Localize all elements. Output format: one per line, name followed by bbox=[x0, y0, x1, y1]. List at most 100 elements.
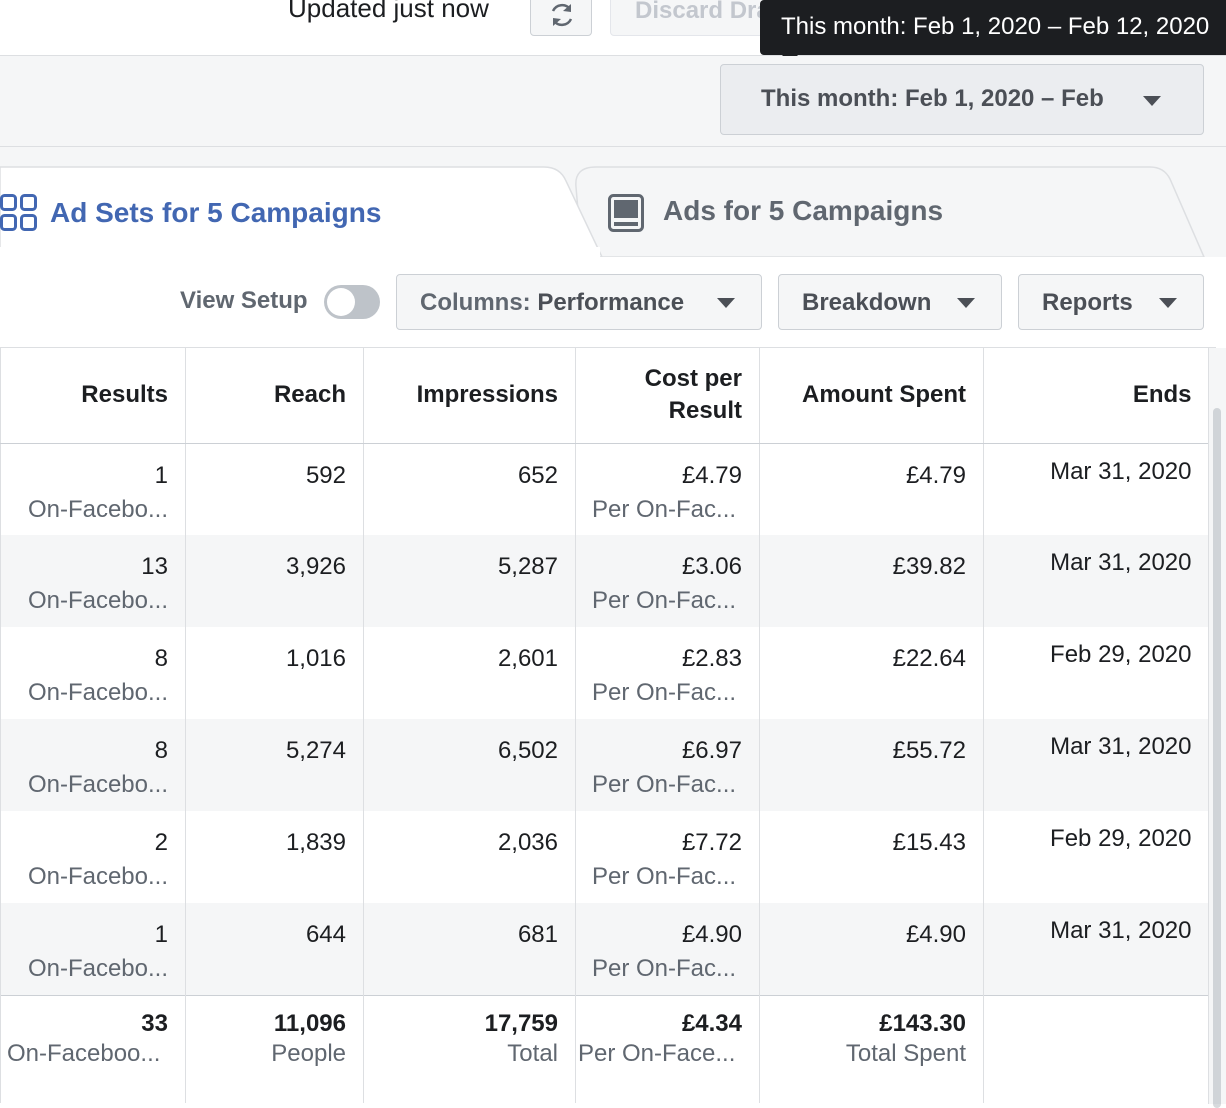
total-spent-label: Total Spent bbox=[845, 1039, 966, 1067]
tab-ad-sets[interactable]: Ad Sets for 5 Campaigns bbox=[50, 197, 382, 228]
results-cell: 1 On-Facebo... bbox=[0, 903, 186, 995]
date-row: This month: Feb 1, 2020 – Feb bbox=[0, 56, 1226, 147]
total-impressions: 17,759 bbox=[484, 1009, 558, 1037]
header-reach[interactable]: Reach bbox=[185, 348, 364, 444]
refresh-icon bbox=[551, 3, 573, 27]
header-cost-line1: Cost per bbox=[644, 365, 742, 393]
total-results: 33 bbox=[141, 1009, 168, 1037]
refresh-button[interactable] bbox=[530, 0, 592, 36]
impressions-value: 2,036 bbox=[497, 829, 558, 856]
spent-cell: £22.64 bbox=[759, 627, 984, 719]
reach-cell: 5,274 bbox=[185, 719, 364, 811]
table-row[interactable]: 1 On-Facebo... 644 681 £4.90 Per On-Fac... £4.… bbox=[0, 903, 1208, 995]
reports-dropdown[interactable]: Reports bbox=[1018, 274, 1204, 330]
ad-sets-table: Results Reach Impressions Cost per Result… bbox=[0, 348, 1208, 1104]
total-impressions-cell: 17,759 Total bbox=[363, 994, 576, 1103]
columns-prefix: Columns: bbox=[420, 289, 538, 316]
ends-cell: Mar 31, 2020 bbox=[984, 719, 1209, 811]
total-reach-cell: 11,096 People bbox=[185, 994, 364, 1103]
impressions-value: 6,502 bbox=[497, 737, 558, 764]
cost-type: Per On-Fac... bbox=[592, 495, 737, 523]
impressions-value: 681 bbox=[517, 921, 558, 948]
ends-value: Feb 29, 2020 bbox=[1050, 641, 1192, 668]
ends-value: Mar 31, 2020 bbox=[1050, 457, 1192, 485]
columns-value: Performance bbox=[537, 289, 685, 316]
ends-value: Mar 31, 2020 bbox=[1050, 549, 1192, 576]
impressions-value: 5,287 bbox=[497, 553, 558, 580]
header-cost-line2: Result bbox=[668, 397, 742, 425]
total-ends-cell bbox=[983, 994, 1208, 1103]
ends-cell: Mar 31, 2020 bbox=[984, 535, 1209, 627]
results-cell: 8 On-Facebo... bbox=[0, 627, 186, 719]
table-row[interactable]: 13 On-Facebo... 3,926 5,287 £3.06 Per On-Fac.… bbox=[0, 535, 1209, 627]
header-amount-spent[interactable]: Amount Spent bbox=[759, 348, 984, 444]
results-cell: 1 On-Facebo... bbox=[0, 443, 186, 535]
reports-label: Reports bbox=[1042, 289, 1133, 316]
table-totals-row: 33 On-Faceboo... 11,096 People 17,759 To… bbox=[0, 994, 1208, 1103]
ends-value: Feb 29, 2020 bbox=[1050, 825, 1192, 852]
results-type: On-Facebo... bbox=[27, 955, 168, 982]
chevron-down-icon bbox=[717, 298, 735, 308]
header-impressions[interactable]: Impressions bbox=[363, 348, 576, 444]
spent-cell: £4.79 bbox=[759, 443, 984, 535]
chevron-down-icon bbox=[1159, 298, 1177, 308]
cost-value: £6.97 bbox=[681, 737, 742, 764]
results-value: 8 bbox=[154, 645, 168, 672]
tabs-row: Ad Sets for 5 Campaigns Ads for 5 Campai… bbox=[0, 147, 1226, 257]
discard-drafts-button[interactable]: Discard Drafts bbox=[610, 0, 770, 36]
cost-value: £2.83 bbox=[681, 645, 742, 672]
spent-cell: £39.82 bbox=[759, 535, 984, 627]
table-row[interactable]: 2 On-Facebo... 1,839 2,036 £7.72 Per On-Fac..… bbox=[0, 811, 1209, 903]
table-row[interactable]: 8 On-Facebo... 5,274 6,502 £6.97 Per On-Fac..… bbox=[0, 719, 1209, 811]
date-range-picker[interactable]: This month: Feb 1, 2020 – Feb bbox=[720, 64, 1204, 135]
results-type: On-Facebo... bbox=[27, 679, 168, 706]
spent-value: £15.43 bbox=[892, 829, 966, 856]
ends-cell: Mar 31, 2020 bbox=[984, 443, 1209, 535]
table-row[interactable]: 8 On-Facebo... 1,016 2,601 £2.83 Per On-Fac..… bbox=[0, 627, 1209, 719]
toggle-knob bbox=[327, 288, 355, 316]
impressions-value: 652 bbox=[517, 461, 558, 489]
header-results[interactable]: Results bbox=[0, 348, 186, 444]
results-value: 1 bbox=[154, 921, 168, 948]
tab-ads[interactable]: Ads for 5 Campaigns bbox=[663, 195, 944, 226]
reach-value: 644 bbox=[305, 921, 346, 948]
view-setup-toggle[interactable] bbox=[324, 285, 380, 319]
total-spent-cell: £143.30 Total Spent bbox=[759, 994, 984, 1103]
results-type: On-Facebo... bbox=[27, 587, 168, 614]
spent-cell: £55.72 bbox=[759, 719, 984, 811]
cost-cell: £4.79 Per On-Fac... bbox=[575, 443, 760, 535]
scrollbar-thumb[interactable] bbox=[1213, 408, 1221, 1108]
header-cost-per-result[interactable]: Cost per Result bbox=[575, 348, 760, 444]
total-cost-cell: £4.34 Per On-Face... bbox=[575, 994, 760, 1103]
table-header-row: Results Reach Impressions Cost per Result… bbox=[0, 348, 1208, 444]
cost-value: £4.90 bbox=[681, 921, 742, 948]
columns-dropdown[interactable]: Columns: Performance bbox=[396, 274, 762, 330]
impressions-cell: 2,601 bbox=[363, 627, 576, 719]
results-value: 1 bbox=[154, 461, 168, 489]
reach-value: 5,274 bbox=[285, 737, 346, 764]
date-range-label: This month: Feb 1, 2020 – Feb bbox=[761, 85, 1104, 112]
impressions-cell: 652 bbox=[363, 443, 576, 535]
impressions-cell: 6,502 bbox=[363, 719, 576, 811]
table-row[interactable]: 1 On-Facebo... 592 652 £4.79 Per On-Fac... £4.… bbox=[0, 443, 1209, 535]
spent-value: £39.82 bbox=[892, 553, 966, 580]
header-ends[interactable]: Ends bbox=[983, 348, 1208, 444]
impressions-cell: 2,036 bbox=[363, 811, 576, 903]
ends-value: Mar 31, 2020 bbox=[1050, 733, 1192, 760]
ends-cell: Feb 29, 2020 bbox=[984, 811, 1209, 903]
updated-status: Updated just now bbox=[288, 0, 489, 23]
vertical-scrollbar[interactable] bbox=[1208, 348, 1226, 1108]
reach-cell: 1,016 bbox=[185, 627, 364, 719]
cost-cell: £4.90 Per On-Fac... bbox=[575, 903, 760, 995]
date-range-tooltip: This month: Feb 1, 2020 – Feb 12, 2020 bbox=[760, 0, 1226, 55]
results-value: 8 bbox=[154, 737, 168, 764]
breakdown-dropdown[interactable]: Breakdown bbox=[778, 274, 1002, 330]
cost-type: Per On-Fac... bbox=[592, 587, 737, 614]
cost-cell: £6.97 Per On-Fac... bbox=[575, 719, 760, 811]
breakdown-label: Breakdown bbox=[802, 289, 932, 316]
spent-cell: £4.90 bbox=[759, 903, 984, 995]
cost-type: Per On-Fac... bbox=[592, 679, 737, 706]
reach-cell: 1,839 bbox=[185, 811, 364, 903]
cost-type: Per On-Fac... bbox=[592, 863, 737, 890]
columns-label: Columns: Performance bbox=[420, 289, 684, 317]
